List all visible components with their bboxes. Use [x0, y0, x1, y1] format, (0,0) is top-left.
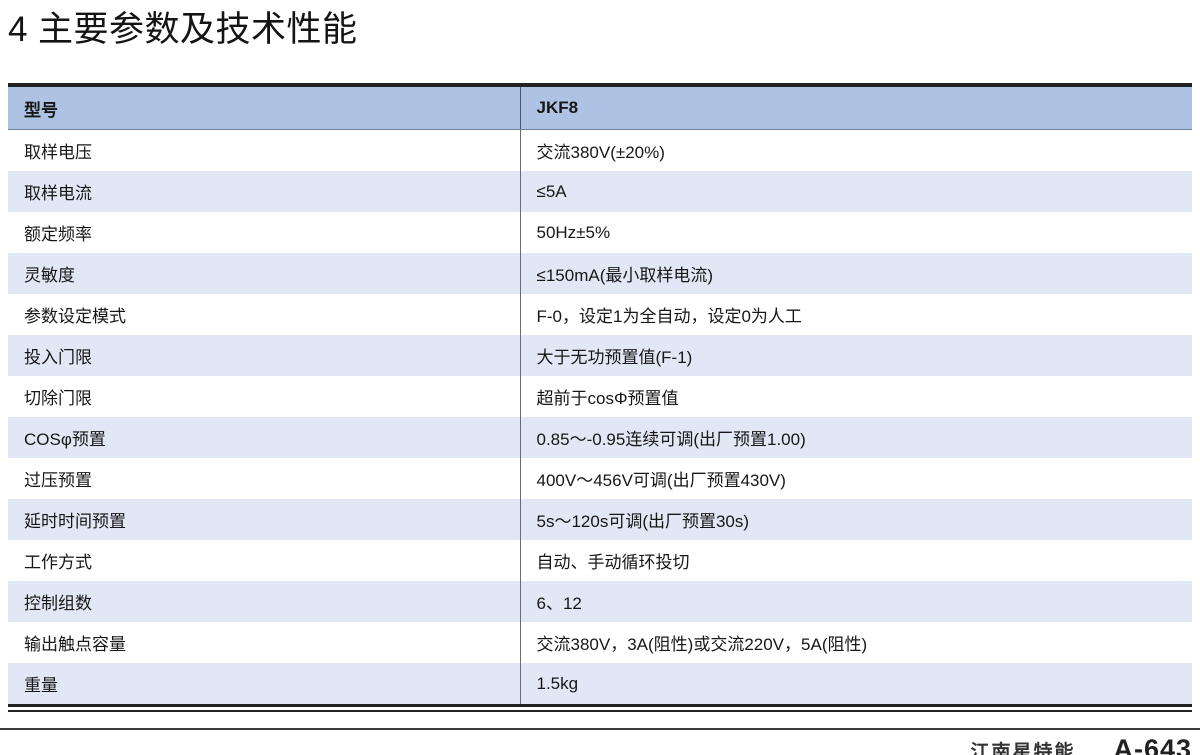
column-header-param: 型号: [8, 85, 520, 130]
table-cell-param: 取样电压: [8, 129, 520, 171]
table-cell-param: 输出触点容量: [8, 622, 520, 663]
table-cell-param: 投入门限: [8, 335, 520, 376]
table-row: 工作方式 自动、手动循环投切: [8, 540, 1192, 581]
table-cell-param: 参数设定模式: [8, 294, 520, 335]
table-cell-param: 额定频率: [8, 212, 520, 253]
table-cell-param: 延时时间预置: [8, 499, 520, 540]
spec-table-container: 型号 JKF8 取样电压 交流380V(±20%) 取样电流 ≤5A 额定频率 50Hz±…: [8, 83, 1192, 707]
table-cell-param: 取样电流: [8, 171, 520, 212]
spec-table-body: 取样电压 交流380V(±20%) 取样电流 ≤5A 额定频率 50Hz±5% 灵敏度 ≤15…: [8, 129, 1192, 706]
table-row: 控制组数 6、12: [8, 581, 1192, 622]
table-row: 输出触点容量 交流380V，3A(阻性)或交流220V，5A(阻性): [8, 622, 1192, 663]
table-cell-value: 400V～456V可调(出厂预置430V): [519, 458, 1192, 499]
table-row: COSφ预置 0.85～-0.95连续可调(出厂预置1.00): [8, 417, 1192, 458]
table-cell-param: COSφ预置: [8, 417, 520, 458]
table-cell-value: 1.5kg: [519, 663, 1192, 706]
table-cell-param: 工作方式: [8, 540, 520, 581]
table-cell-value: 50Hz±5%: [519, 212, 1192, 253]
table-cell-value: ≤150mA(最小取样电流): [519, 253, 1192, 294]
table-row: 投入门限 大于无功预置值(F-1): [8, 335, 1192, 376]
table-row: 额定频率 50Hz±5%: [8, 212, 1192, 253]
table-cell-value: 交流380V(±20%): [519, 129, 1192, 171]
table-header-row: 型号 JKF8: [8, 85, 1192, 130]
table-cell-value: F-0，设定1为全自动，设定0为人工: [519, 294, 1192, 335]
page-title: 4 主要参数及技术性能: [8, 6, 357, 54]
table-cell-value: 超前于cosΦ预置值: [519, 376, 1192, 417]
table-cell-param: 灵敏度: [8, 253, 520, 294]
table-row: 灵敏度 ≤150mA(最小取样电流): [8, 253, 1192, 294]
table-row: 重量 1.5kg: [8, 663, 1192, 706]
spec-table: 型号 JKF8 取样电压 交流380V(±20%) 取样电流 ≤5A 额定频率 50Hz±…: [8, 83, 1192, 707]
table-cell-param: 控制组数: [8, 581, 520, 622]
footer: 江南星特能 A-643: [0, 735, 1192, 755]
table-cell-value: 6、12: [519, 581, 1192, 622]
table-cell-value: 5s～120s可调(出厂预置30s): [519, 499, 1192, 540]
table-cell-param: 过压预置: [8, 458, 520, 499]
table-row: 过压预置 400V～456V可调(出厂预置430V): [8, 458, 1192, 499]
section-title-text: 主要参数及技术性能: [37, 10, 358, 49]
table-cell-value: 大于无功预置值(F-1): [519, 335, 1192, 376]
table-cell-value: 交流380V，3A(阻性)或交流220V，5A(阻性): [519, 622, 1192, 663]
table-row: 切除门限 超前于cosΦ预置值: [8, 376, 1192, 417]
table-row: 取样电压 交流380V(±20%): [8, 129, 1192, 171]
table-row: 延时时间预置 5s～120s可调(出厂预置30s): [8, 499, 1192, 540]
table-cell-value: 0.85～-0.95连续可调(出厂预置1.00): [519, 417, 1192, 458]
table-row: 取样电流 ≤5A: [8, 171, 1192, 212]
footer-page-marker: A-643: [1113, 735, 1192, 755]
footer-brand: 江南星特能: [970, 742, 1076, 755]
table-cell-param: 切除门限: [8, 376, 520, 417]
table-cell-param: 重量: [8, 663, 520, 706]
section-number: 4: [8, 10, 28, 49]
table-row: 参数设定模式 F-0，设定1为全自动，设定0为人工: [8, 294, 1192, 335]
column-header-value: JKF8: [519, 85, 1192, 130]
footer-divider-bottom: [0, 728, 1200, 730]
table-cell-value: 自动、手动循环投切: [519, 540, 1192, 581]
table-cell-value: ≤5A: [519, 171, 1192, 212]
footer-divider-top: [8, 710, 1192, 712]
spec-table-header: 型号 JKF8: [8, 85, 1192, 130]
